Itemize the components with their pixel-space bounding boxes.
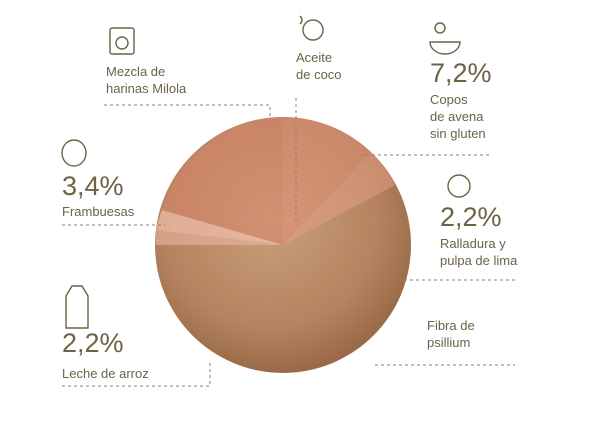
label-line: harinas Milola <box>106 81 187 96</box>
labels: Mezcla de harinas Milola Aceite de coco 7,2%… <box>62 50 518 381</box>
label-line: Ralladura y <box>440 236 506 251</box>
label-line: psillium <box>427 335 470 350</box>
label-line: Mezcla de <box>106 64 165 79</box>
percent: 2,2% <box>440 202 502 232</box>
leaders <box>62 98 515 387</box>
label-line: Frambuesas <box>62 204 135 219</box>
percent: 7,2% <box>430 58 492 88</box>
label-line: de avena <box>430 109 484 124</box>
label-line: Copos <box>430 92 468 107</box>
percent: 2,2% <box>62 328 124 358</box>
label-line: Leche de arroz <box>62 366 149 381</box>
label-line: Aceite <box>296 50 332 65</box>
label-line: pulpa de lima <box>440 253 518 268</box>
label-line: Fibra de <box>427 318 475 333</box>
cookie <box>155 116 411 373</box>
label-line: sin gluten <box>430 126 486 141</box>
percent: 3,4% <box>62 171 124 201</box>
label-line: de coco <box>296 67 342 82</box>
icons <box>61 15 471 329</box>
